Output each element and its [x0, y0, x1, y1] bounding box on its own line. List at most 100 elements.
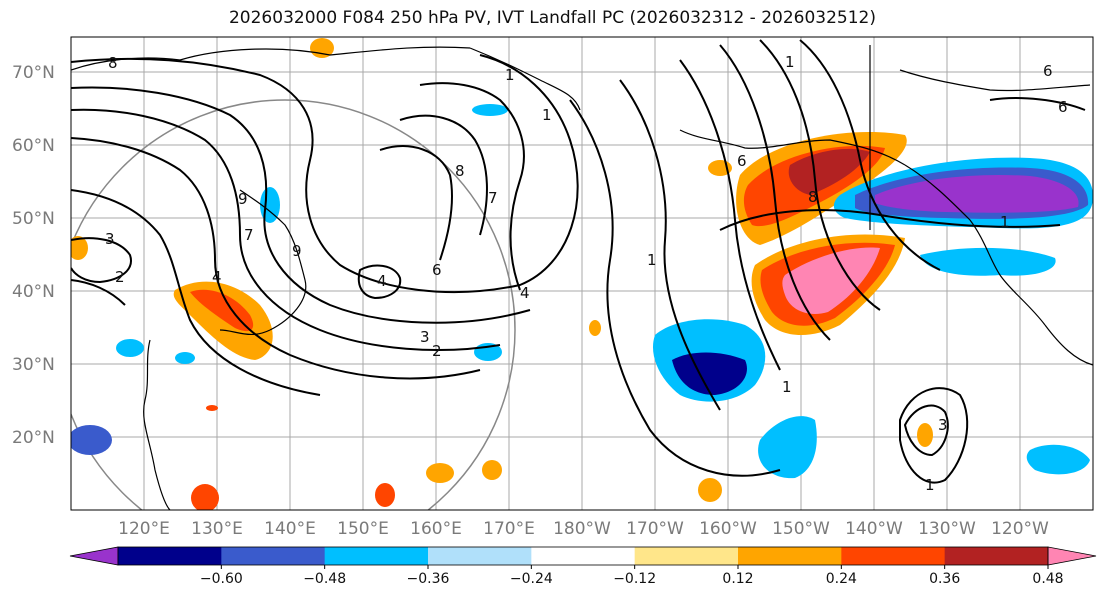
colorbar-tick-label: 0.48 — [1032, 571, 1063, 587]
contour-label: 9 — [292, 242, 302, 260]
lat-label: 40°N — [12, 282, 55, 302]
contour-label: 8 — [455, 162, 465, 180]
colorbar-segment — [324, 547, 429, 565]
lat-label: 70°N — [12, 63, 55, 83]
colorbar-extend-low — [69, 546, 119, 566]
positive-anomaly-spot — [375, 483, 395, 507]
graticule — [71, 37, 1093, 510]
colorbar-segment — [944, 547, 1049, 565]
longitude-labels: 120°E 130°E 140°E 150°E 160°E 170°E 180°… — [118, 519, 1049, 539]
contour-label: 1 — [542, 106, 552, 124]
pv-contours — [71, 39, 1086, 484]
negative-anomaly-sea-east — [920, 247, 1056, 276]
contour-label: 3 — [938, 416, 948, 434]
contour-label: 2 — [115, 268, 125, 286]
positive-anomaly-spot — [426, 463, 454, 483]
lon-label: 120°W — [991, 519, 1049, 539]
map-frame — [70, 36, 1094, 511]
contour-label: 1 — [785, 53, 795, 71]
lat-label: 60°N — [12, 136, 55, 156]
contour-label: 6 — [432, 261, 442, 279]
positive-anomaly-spot — [917, 423, 933, 447]
lon-label: 140°E — [264, 519, 316, 539]
contour-label: 6 — [1043, 62, 1053, 80]
positive-anomaly-spot — [191, 484, 219, 510]
contour-label: 6 — [737, 152, 747, 170]
negative-anomaly-west — [71, 425, 112, 455]
lon-label: 130°E — [191, 519, 243, 539]
lat-label: 20°N — [12, 428, 55, 448]
contour-labels: 8 9 9 7 4 3 2 3 2 4 6 7 8 4 1 1 1 6 6 8 … — [105, 53, 1068, 494]
colorbar-segment — [221, 547, 326, 565]
colorbar-tick-label: 0.24 — [826, 571, 857, 587]
contour-label: 1 — [782, 378, 792, 396]
contour-label: 1 — [925, 476, 935, 494]
contour-label: 7 — [488, 189, 498, 207]
colorbar-tick-label: −0.48 — [303, 571, 346, 587]
positive-anomaly-spot — [589, 320, 601, 336]
colorbar-tick-label: −0.12 — [613, 571, 656, 587]
positive-anomaly-spot — [698, 478, 722, 502]
contour-label: 8 — [108, 54, 118, 72]
latitude-labels: 70°N 60°N 50°N 40°N 30°N 20°N — [12, 63, 55, 448]
negative-anomaly-spot — [175, 352, 195, 364]
contour-label: 1 — [505, 66, 515, 84]
positive-anomaly-japan-core — [190, 289, 254, 332]
negative-anomaly-coast-core — [875, 174, 1079, 213]
lon-label: 170°E — [483, 519, 535, 539]
colorbar-segment — [118, 547, 222, 565]
colorbar-segment — [428, 547, 532, 565]
lon-label: 130°W — [918, 519, 976, 539]
colorbar-segment — [634, 547, 739, 565]
lat-label: 50°N — [12, 209, 55, 229]
contour-label: 6 — [1058, 98, 1068, 116]
negative-anomaly-low-lat — [758, 416, 817, 479]
contour-label: 1 — [647, 251, 657, 269]
contour-label: 4 — [212, 268, 222, 286]
contour-label: 7 — [244, 226, 254, 244]
lat-label: 30°N — [12, 355, 55, 375]
contour-label: 2 — [432, 342, 442, 360]
colorbar — [69, 546, 1097, 566]
anomaly-shading — [71, 38, 1093, 510]
colorbar-tick-label: −0.36 — [407, 571, 450, 587]
lon-label: 120°E — [118, 519, 170, 539]
colorbar-tick-label: −0.60 — [200, 571, 243, 587]
lon-label: 170°W — [626, 519, 684, 539]
contour-label: 4 — [520, 284, 530, 302]
positive-anomaly-pink-core — [782, 247, 880, 315]
lon-label: 150°E — [337, 519, 389, 539]
lon-label: 140°W — [845, 519, 903, 539]
lon-label: 150°W — [772, 519, 830, 539]
colorbar-tick-label: 0.12 — [722, 571, 753, 587]
lon-label: 160°W — [699, 519, 757, 539]
contour-label: 4 — [377, 272, 387, 290]
positive-anomaly-japan — [173, 281, 273, 360]
negative-anomaly-spot — [472, 104, 508, 116]
colorbar-ticks: −0.60 −0.48 −0.36 −0.24 −0.12 0.12 0.24 0.36 0.4… — [200, 565, 1064, 587]
positive-anomaly-spot — [206, 405, 218, 411]
colorbar-tick-label: 0.36 — [929, 571, 960, 587]
colorbar-frame — [117, 546, 1049, 566]
coastlines — [71, 45, 1093, 510]
colorbar-segment — [841, 547, 946, 565]
contour-label: 9 — [238, 190, 248, 208]
negative-anomaly-subtropical-core — [672, 352, 747, 395]
positive-anomaly-gulf-max — [788, 148, 870, 195]
contour-label: 1 — [1000, 213, 1010, 231]
colorbar-extend-high — [1047, 546, 1097, 566]
contour-label: 8 — [808, 188, 818, 206]
region-circle — [71, 99, 516, 510]
negative-anomaly-east — [1026, 444, 1090, 475]
colorbar-segment — [738, 547, 842, 565]
positive-anomaly-spot — [71, 236, 88, 260]
colorbar-segment — [531, 547, 636, 565]
contour-label: 3 — [105, 230, 115, 248]
lon-label: 180°W — [553, 519, 611, 539]
lon-label: 160°E — [410, 519, 462, 539]
contour-label: 3 — [420, 328, 430, 346]
colorbar-tick-label: −0.24 — [510, 571, 553, 587]
map-title: 2026032000 F084 250 hPa PV, IVT Landfall… — [228, 8, 876, 28]
positive-anomaly-spot — [482, 460, 502, 480]
